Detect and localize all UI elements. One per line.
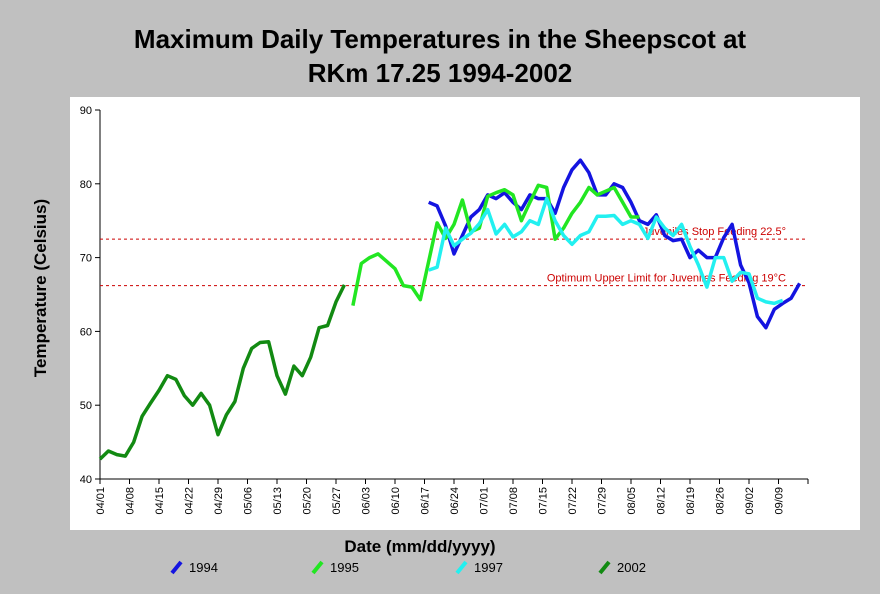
legend-label: 1995 [330,560,359,575]
x-tick-label: 07/22 [567,487,579,515]
x-tick-label: 06/10 [390,487,402,515]
x-tick-label: 05/06 [243,487,255,515]
legend-swatch [311,560,324,575]
y-axis-label: Temperature (Celsius) [31,199,50,377]
x-tick-label: 04/15 [154,487,166,515]
reference-label: Optimum Upper Limit for Juveniles Feedin… [547,273,786,285]
x-tick-label: 06/03 [361,487,373,515]
x-tick-label: 08/05 [626,487,638,515]
y-tick-label: 70 [80,253,92,265]
legend-label: 2002 [617,560,646,575]
legend-swatch [455,560,468,575]
x-tick-label: 07/01 [479,487,491,515]
legend-label: 1997 [474,560,503,575]
x-tick-label: 06/24 [449,487,461,515]
y-tick-label: 90 [80,105,92,117]
x-tick-label: 09/09 [774,487,786,515]
y-tick-label: 40 [80,474,92,486]
y-tick-label: 60 [80,326,92,338]
x-tick-label: 09/02 [744,487,756,515]
x-tick-label: 05/27 [331,487,343,515]
series-line [428,196,784,306]
x-tick-label: 05/20 [302,487,314,515]
x-tick-label: 08/19 [685,487,697,515]
y-tick-label: 80 [80,179,92,191]
x-axis-label: Date (mm/dd/yyyy) [344,537,495,556]
x-tick-label: 04/22 [184,487,196,515]
x-tick-label: 04/01 [95,487,107,515]
chart-subtitle: RKm 17.25 1994-2002 [308,58,573,88]
legend-label: 1994 [189,560,218,575]
plot-panel [70,97,860,530]
x-tick-label: 07/15 [538,487,550,515]
x-tick-label: 08/26 [715,487,727,515]
chart-title: Maximum Daily Temperatures in the Sheeps… [134,24,746,54]
x-tick-label: 08/12 [656,487,668,515]
x-tick-label: 07/29 [597,487,609,515]
x-tick-label: 06/17 [420,487,432,515]
x-tick-label: 04/08 [125,487,137,515]
y-tick-label: 50 [80,400,92,412]
x-tick-label: 05/13 [272,487,284,515]
x-tick-label: 04/29 [213,487,225,515]
series-line [351,183,640,306]
legend-swatch [170,560,183,575]
series-line [98,284,346,461]
x-tick-label: 07/08 [508,487,520,515]
legend-swatch [598,560,611,575]
